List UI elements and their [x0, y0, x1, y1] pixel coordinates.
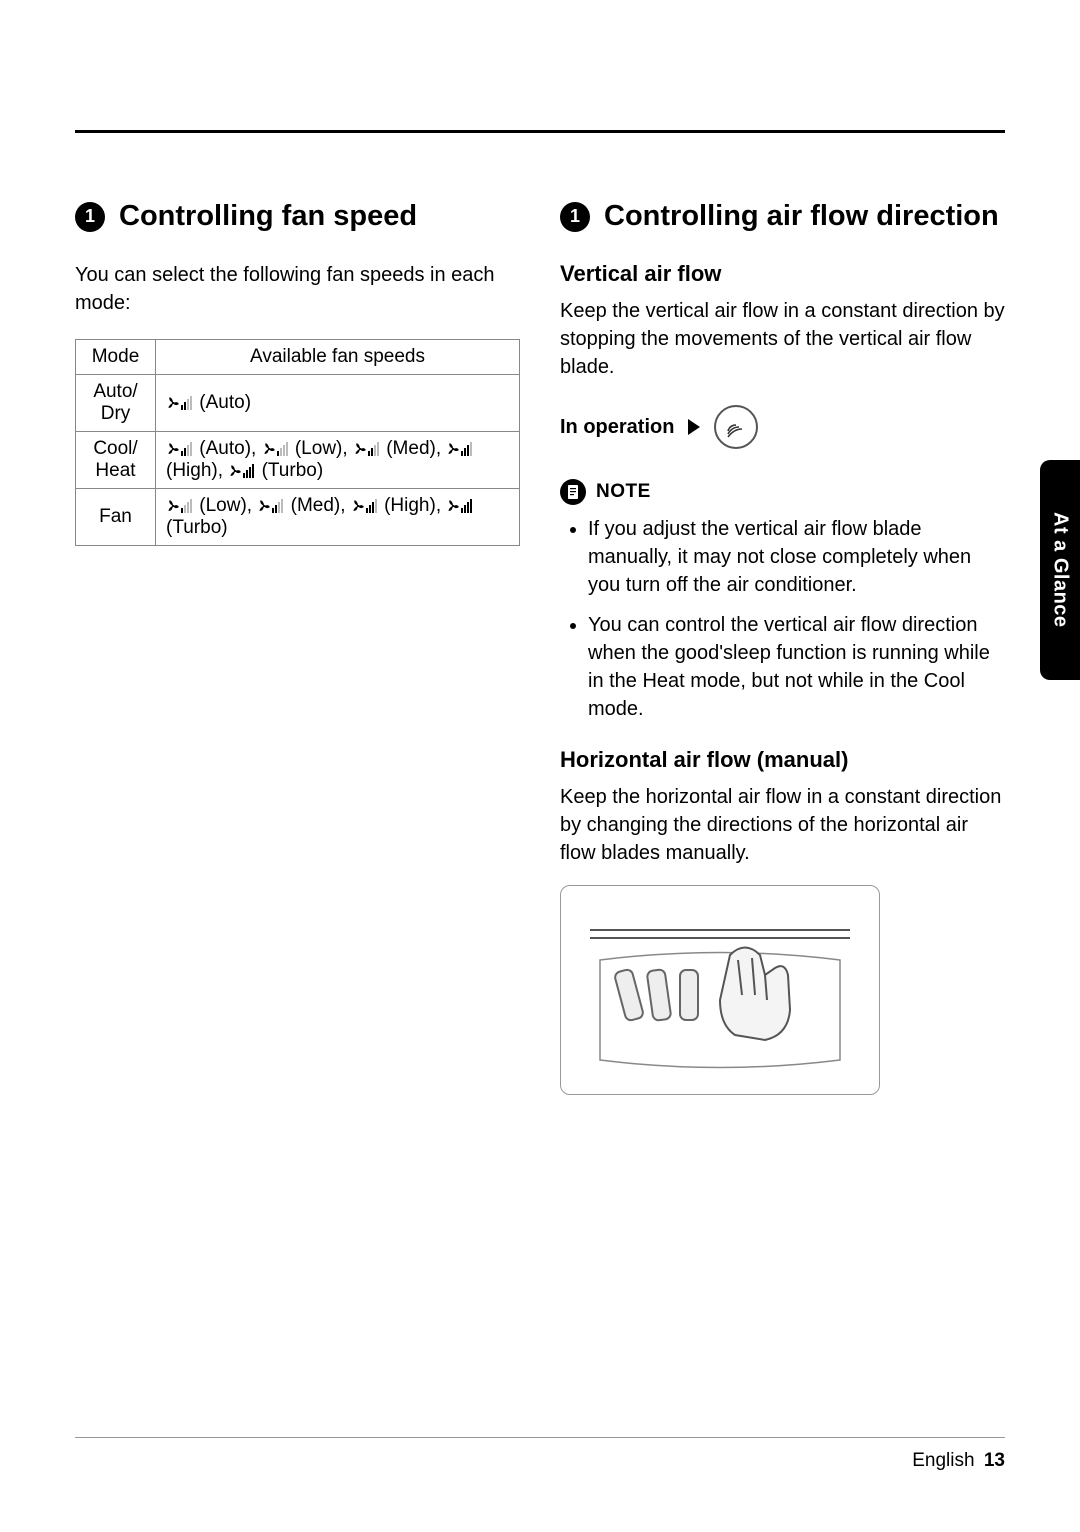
th-mode: Mode	[76, 340, 156, 375]
footer-lang: English	[912, 1450, 974, 1471]
airflow-heading: Controlling air flow direction	[604, 200, 999, 233]
speeds-cell: (Low), (Med), (High), (Turbo)	[156, 489, 520, 546]
mode-cell: Auto/Dry	[76, 375, 156, 432]
right-column: 1 Controlling air flow direction Vertica…	[560, 200, 1005, 1095]
mode-cell: Cool/Heat	[76, 432, 156, 489]
fan-speed-table: Mode Available fan speeds Auto/Dry (Auto…	[75, 339, 520, 546]
vertical-body: Keep the vertical air flow in a constant…	[560, 297, 1005, 381]
fan-speed-title: 1 Controlling fan speed	[75, 200, 520, 233]
footer-page: 13	[984, 1450, 1005, 1471]
speeds-cell: (Auto)	[156, 375, 520, 432]
horizontal-heading: Horizontal air flow (manual)	[560, 747, 1005, 773]
fan-speed-intro: You can select the following fan speeds …	[75, 261, 520, 317]
badge-1-right: 1	[560, 202, 590, 232]
page-footer: English 13	[75, 1437, 1005, 1472]
left-column: 1 Controlling fan speed You can select t…	[75, 200, 520, 1095]
in-operation-label: In operation	[560, 416, 674, 439]
horizontal-body: Keep the horizontal air flow in a consta…	[560, 783, 1005, 867]
note-item: If you adjust the vertical air flow blad…	[588, 515, 1005, 599]
blade-hand-illustration	[570, 900, 870, 1080]
badge-1-left: 1	[75, 202, 105, 232]
speeds-cell: (Auto), (Low), (Med), (High), (Turbo)	[156, 432, 520, 489]
note-label: NOTE	[596, 481, 651, 503]
th-speeds: Available fan speeds	[156, 340, 520, 375]
top-rule	[75, 130, 1005, 133]
in-operation-row: In operation	[560, 405, 1005, 449]
swing-button-icon	[714, 405, 758, 449]
airflow-title: 1 Controlling air flow direction	[560, 200, 1005, 233]
side-tab-label: At a Glance	[1049, 512, 1072, 628]
note-item: You can control the vertical air flow di…	[588, 611, 1005, 723]
note-icon	[560, 479, 586, 505]
side-tab: At a Glance	[1040, 460, 1080, 680]
horizontal-illustration	[560, 885, 880, 1095]
swing-icon	[724, 415, 748, 439]
note-header: NOTE	[560, 479, 1005, 505]
fan-speed-heading: Controlling fan speed	[119, 200, 417, 233]
note-list: If you adjust the vertical air flow blad…	[560, 515, 1005, 723]
vertical-heading: Vertical air flow	[560, 261, 1005, 287]
mode-cell: Fan	[76, 489, 156, 546]
play-icon	[688, 419, 700, 435]
